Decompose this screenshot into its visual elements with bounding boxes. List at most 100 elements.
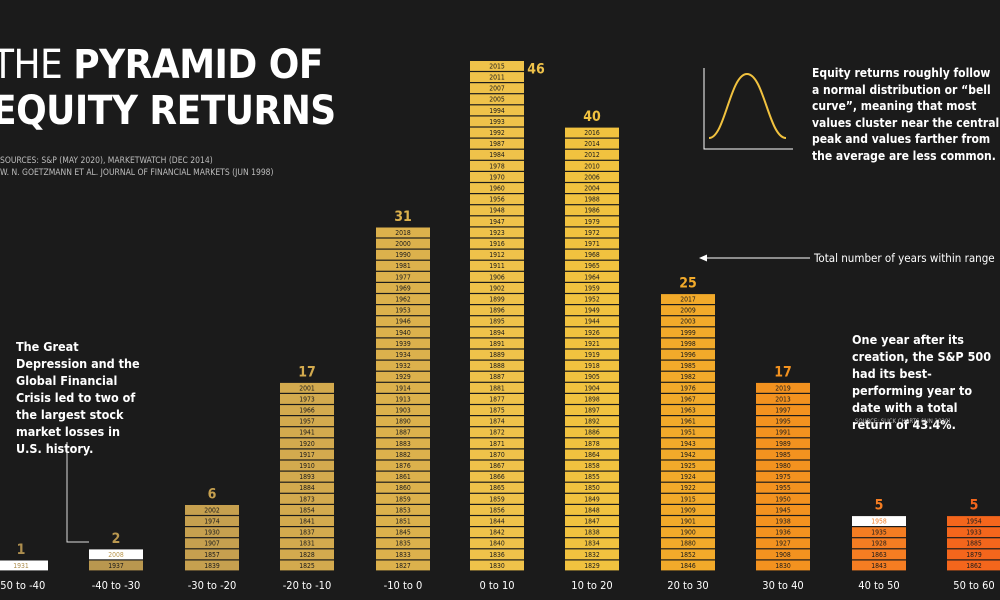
year-label: 1970 bbox=[489, 173, 505, 181]
year-label: 1969 bbox=[395, 284, 411, 292]
year-cell bbox=[565, 216, 619, 227]
year-cell bbox=[376, 438, 430, 449]
year-cell bbox=[470, 216, 524, 227]
year-cell bbox=[565, 527, 619, 538]
year-cell bbox=[470, 227, 524, 238]
year-label: 1952 bbox=[584, 295, 600, 303]
year-label: 1864 bbox=[584, 451, 600, 459]
year-cell bbox=[565, 327, 619, 338]
year-label: 1872 bbox=[489, 429, 505, 437]
year-cell bbox=[470, 116, 524, 127]
bar-count-label: 40 bbox=[583, 109, 601, 125]
year-cell bbox=[185, 527, 239, 538]
year-cell bbox=[661, 338, 715, 349]
year-cell bbox=[756, 516, 810, 526]
year-label: 1948 bbox=[489, 207, 505, 215]
year-cell bbox=[756, 405, 810, 415]
bar-count-label: 17 bbox=[298, 364, 316, 380]
year-cell bbox=[470, 560, 524, 571]
year-cell bbox=[661, 449, 715, 460]
year-label: 1832 bbox=[584, 551, 600, 559]
year-cell bbox=[470, 238, 524, 249]
title-second-line: EQUITY RETURNS bbox=[0, 88, 336, 134]
year-cell bbox=[565, 560, 619, 571]
year-label: 1992 bbox=[489, 129, 505, 137]
year-cell bbox=[565, 449, 619, 460]
year-cell bbox=[661, 382, 715, 393]
year-cell bbox=[565, 549, 619, 560]
year-label: 1888 bbox=[489, 362, 505, 370]
year-label: 1958 bbox=[871, 517, 887, 525]
year-label: 1925 bbox=[680, 462, 696, 470]
year-label: 2012 bbox=[584, 151, 600, 159]
year-label: 2008 bbox=[108, 551, 124, 559]
year-label: 1944 bbox=[584, 318, 600, 326]
year-label: 1876 bbox=[395, 462, 411, 470]
chart-title: THE PYRAMID OF EQUITY RETURNS bbox=[0, 42, 336, 134]
year-cell bbox=[470, 283, 524, 293]
year-cell bbox=[376, 249, 430, 260]
year-cell bbox=[661, 416, 715, 427]
year-label: 1960 bbox=[489, 184, 505, 192]
year-cell bbox=[661, 327, 715, 338]
year-label: 1982 bbox=[680, 373, 696, 381]
year-cell bbox=[947, 549, 1000, 560]
year-label: 1887 bbox=[489, 373, 505, 381]
year-label: 1964 bbox=[584, 273, 600, 281]
year-cell bbox=[185, 560, 239, 571]
year-cell bbox=[376, 560, 430, 571]
year-label: 1908 bbox=[775, 551, 791, 559]
year-cell bbox=[376, 227, 430, 238]
year-label: 1930 bbox=[204, 529, 220, 537]
year-cell bbox=[661, 560, 715, 571]
year-label: 1917 bbox=[299, 451, 315, 459]
year-label: 1994 bbox=[489, 107, 505, 115]
year-label: 2004 bbox=[584, 184, 600, 192]
year-label: 1840 bbox=[489, 540, 505, 548]
year-cell bbox=[565, 516, 619, 526]
year-cell bbox=[565, 505, 619, 515]
year-cell bbox=[470, 538, 524, 549]
year-cell bbox=[470, 194, 524, 205]
year-cell bbox=[280, 460, 334, 471]
year-label: 1850 bbox=[584, 484, 600, 492]
year-cell bbox=[376, 427, 430, 438]
year-cell bbox=[565, 260, 619, 271]
year-label: 1963 bbox=[680, 406, 696, 414]
year-label: 1842 bbox=[489, 529, 505, 537]
year-cell bbox=[756, 549, 810, 560]
category-label: 10 to 20 bbox=[571, 579, 612, 592]
year-label: 1913 bbox=[395, 395, 411, 403]
year-label: 1949 bbox=[584, 307, 600, 315]
year-cell bbox=[185, 538, 239, 549]
year-label: 2010 bbox=[584, 162, 600, 170]
year-cell bbox=[565, 493, 619, 504]
year-label: 1993 bbox=[489, 118, 505, 126]
year-cell bbox=[947, 516, 1000, 526]
year-label: 1978 bbox=[489, 162, 505, 170]
year-cell bbox=[661, 305, 715, 316]
year-cell bbox=[565, 194, 619, 205]
year-label: 1942 bbox=[680, 451, 696, 459]
year-cell bbox=[376, 271, 430, 282]
year-cell bbox=[565, 249, 619, 260]
year-cell bbox=[280, 516, 334, 526]
year-cell bbox=[565, 382, 619, 393]
year-cell bbox=[756, 449, 810, 460]
year-label: 2000 bbox=[395, 240, 411, 248]
year-cell bbox=[565, 360, 619, 371]
year-cell bbox=[280, 405, 334, 415]
year-cell bbox=[376, 316, 430, 327]
year-cell bbox=[470, 505, 524, 515]
year-cell bbox=[565, 205, 619, 216]
year-cell bbox=[852, 516, 906, 526]
year-label: 1946 bbox=[395, 318, 411, 326]
year-label: 2017 bbox=[680, 295, 696, 303]
year-cell bbox=[89, 549, 143, 560]
year-cell bbox=[470, 205, 524, 216]
year-cell bbox=[376, 371, 430, 382]
year-label: 1987 bbox=[489, 140, 505, 148]
year-cell bbox=[661, 427, 715, 438]
year-cell bbox=[565, 283, 619, 293]
